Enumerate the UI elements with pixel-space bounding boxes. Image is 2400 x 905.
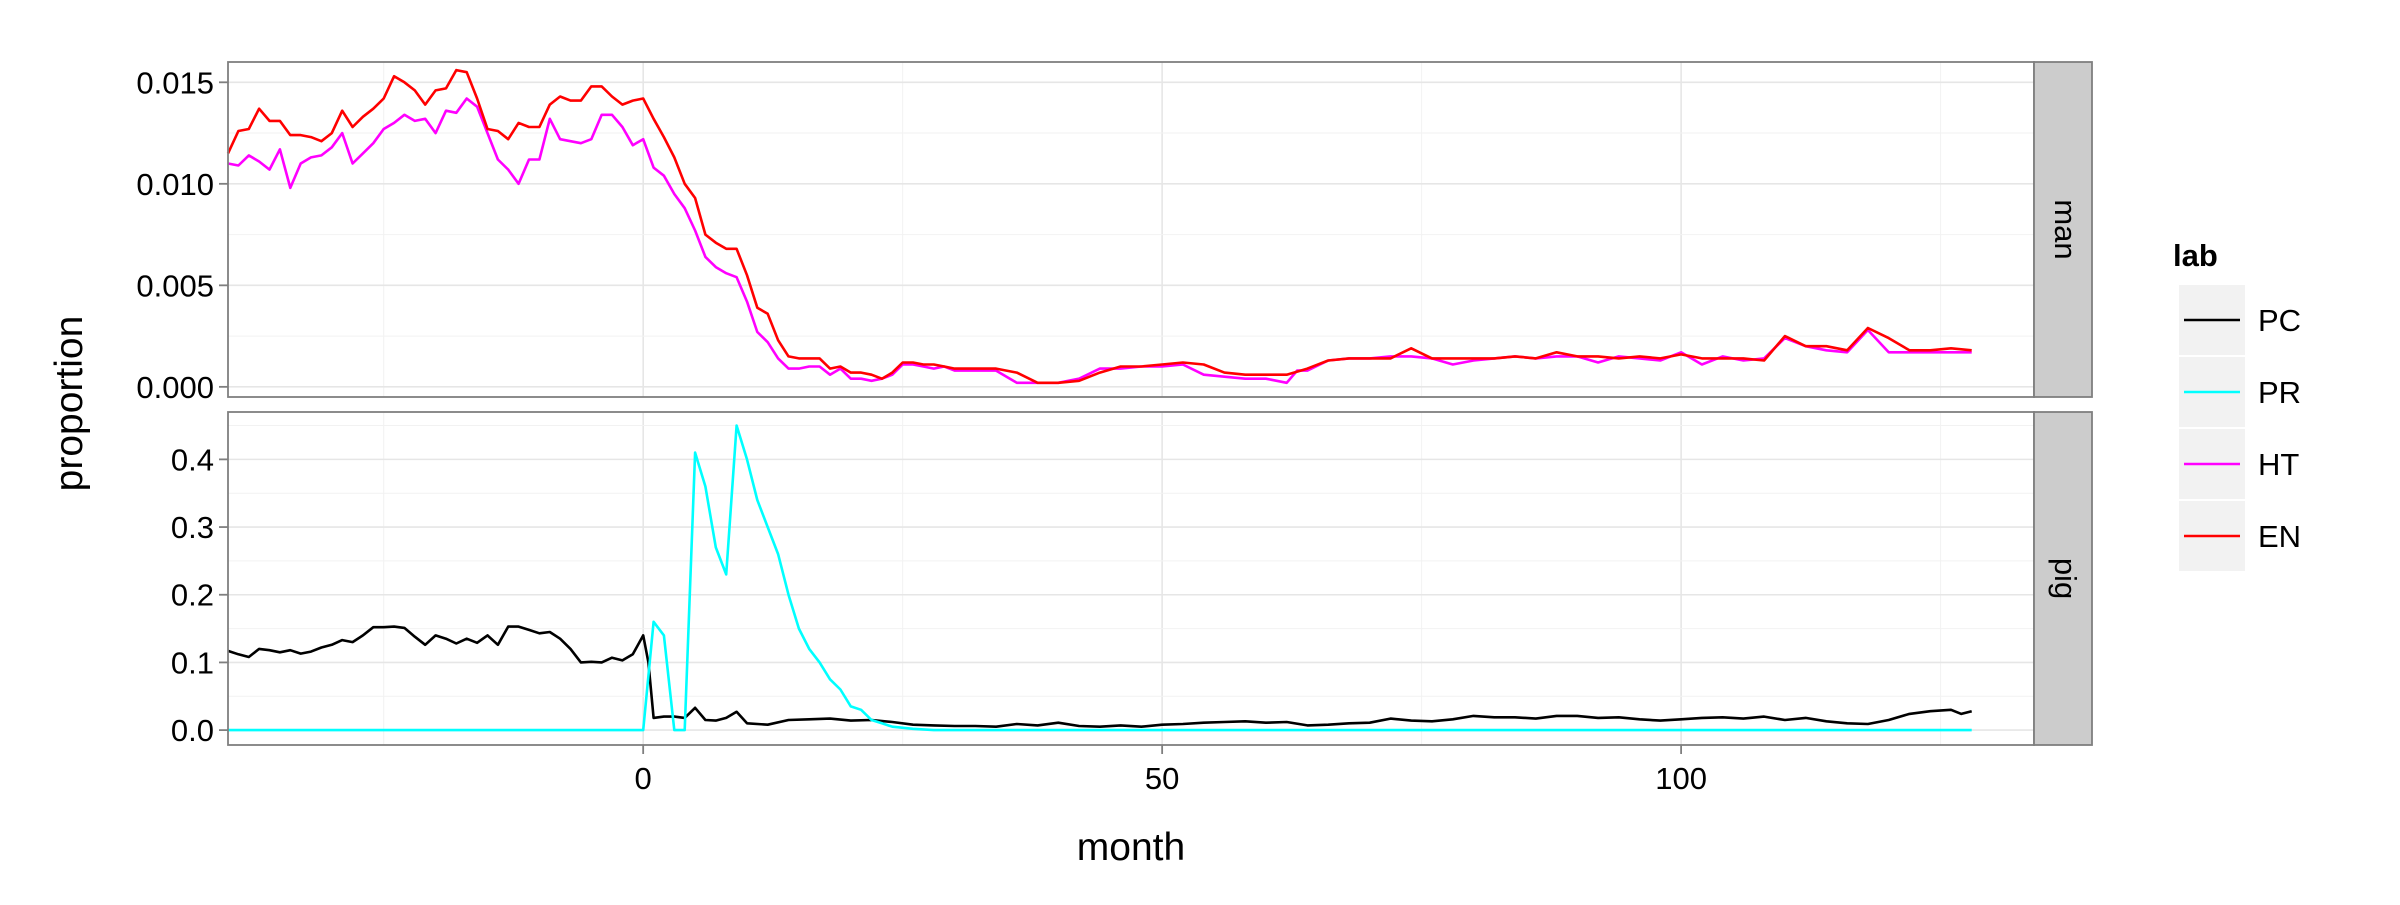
facet-strip-pig [2033, 411, 2093, 746]
y-tick-label-man: 0.000 [136, 370, 214, 405]
facet-strip-label-pig: pig [2048, 558, 2083, 599]
legend-label-PR: PR [2258, 375, 2301, 410]
x-tick-label: 0 [635, 761, 652, 796]
y-tick-label-pig: 0.2 [171, 578, 214, 613]
y-axis-title: proportion [48, 316, 91, 492]
series-line-HT-man [227, 97, 1972, 385]
legend-title: lab [2173, 238, 2218, 273]
legend-label-HT: HT [2258, 447, 2299, 482]
y-tick-label-man: 0.005 [136, 268, 214, 303]
panel-background-pig [228, 412, 2034, 745]
x-tick-label: 50 [1145, 761, 1179, 796]
series-line-PC-pig [227, 625, 1973, 728]
y-tick-label-man: 0.015 [136, 65, 214, 100]
y-tick-label-pig: 0.4 [171, 442, 214, 477]
facet-strip-man [2033, 61, 2093, 398]
series-line-EN-man [226, 68, 1972, 385]
y-tick-label-pig: 0.3 [171, 510, 214, 545]
y-tick-label-man: 0.010 [136, 167, 214, 202]
facet-strip-label-man: man [2048, 199, 2083, 259]
y-tick-label-pig: 0.1 [171, 645, 214, 680]
legend-label-PC: PC [2258, 303, 2301, 338]
panel-background-man [228, 62, 2034, 397]
x-axis-title: month [1077, 826, 1185, 869]
series-line-PR-pig [228, 424, 1972, 732]
x-tick-label: 100 [1655, 761, 1707, 796]
legend-label-EN: EN [2258, 519, 2301, 554]
y-tick-label-pig: 0.0 [171, 713, 214, 748]
